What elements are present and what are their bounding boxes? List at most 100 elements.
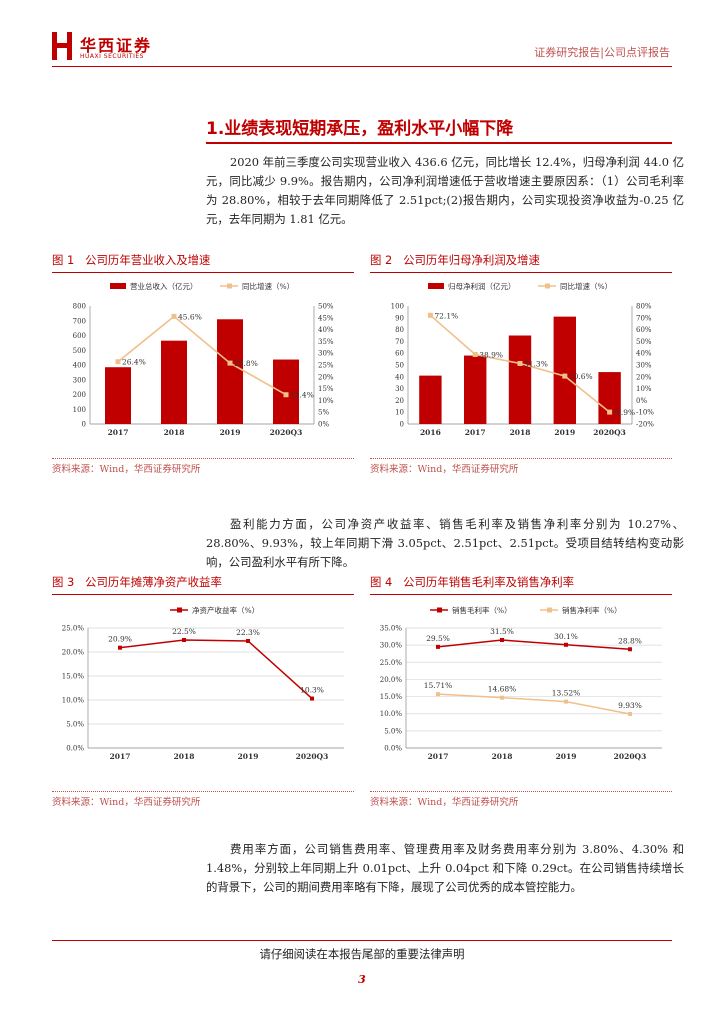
fig2-left-tick: 100 [391, 303, 404, 311]
fig1-right-tick: 30% [318, 350, 334, 358]
fig2-growth-point [427, 312, 433, 318]
fig3-series-point-0 [310, 696, 314, 701]
fig1-right-tick: 40% [318, 326, 334, 334]
fig2-rule [370, 272, 672, 273]
fig2-left-tick: 40 [395, 373, 404, 381]
fig1-left-tick: 500 [73, 347, 86, 355]
fig1-right-tick: 5% [318, 409, 329, 417]
fig2-right-tick: 60% [636, 326, 652, 334]
fig4-source: 资料来源：Wind，华西证券研究所 [370, 797, 519, 808]
fig1-legend-bar-label: 营业总收入（亿元） [130, 281, 198, 291]
fig3-y-tick: 15.0% [62, 673, 85, 681]
fig1-legend-bar-swatch [110, 283, 126, 289]
fig1-title: 图 1 公司历年营业收入及增速 [52, 252, 210, 268]
fig4-series-line-1 [437, 693, 631, 715]
fig4-legend-label-0: 销售毛利率（%） [452, 605, 512, 615]
fig4-series-label-1: 15.71% [424, 681, 453, 690]
fig2-x-tick: 2019 [554, 428, 575, 437]
fig3-series-label-0: 20.9% [108, 635, 132, 644]
fig2-left-tick: 60 [395, 350, 404, 358]
fig2-left-tick: 30 [395, 385, 404, 393]
fig2-right-tick: 40% [636, 350, 652, 358]
fig4-x-tick: 2018 [492, 752, 513, 761]
fig2-growth-label: 38.9% [479, 350, 503, 359]
fig1-chart: 0 100 200 300 400 500 600 700 800 0% 5% 10% 15% 20% 25… [73, 281, 334, 437]
fig1-bar [273, 359, 299, 424]
fig1-growth-point [115, 359, 121, 365]
fig1-x-tick: 2017 [108, 428, 129, 437]
fig2-right-tick: 70% [636, 314, 652, 322]
fig2-growth-point [517, 360, 523, 366]
fig3-x-tick: 2020Q3 [296, 752, 329, 761]
section-title: 1.业绩表现短期承压，盈利水平小幅下降 [206, 119, 514, 139]
fig3-series-point-0 [246, 638, 250, 643]
fig4-y-tick: 30.0% [380, 642, 403, 650]
fig3-series-label-0: 22.3% [236, 628, 260, 637]
fig1-left-tick: 400 [73, 362, 86, 370]
fig3-rule [52, 594, 354, 595]
fig4-series-label-0: 31.5% [490, 627, 514, 636]
fig2-right-tick: 30% [636, 362, 652, 370]
fig4-series-point-1 [628, 711, 632, 716]
fig2-growth-point [562, 373, 568, 379]
fig4-y-tick: 0.0% [384, 745, 402, 753]
fig1-bar [217, 319, 243, 424]
fig3-y-tick: 20.0% [62, 649, 85, 657]
fig1-left-tick: 0 [82, 421, 86, 429]
fig1-right-tick: 25% [318, 362, 334, 370]
fig2-x-tick: 2016 [420, 428, 441, 437]
paragraph-2: 盈利能力方面，公司净资产收益率、销售毛利率及销售净利率分别为 10.27%、28… [206, 517, 684, 569]
fig1-rule [52, 272, 354, 273]
fig4-series-point-1 [436, 692, 440, 697]
fig3-title: 图 3 公司历年摊薄净资产收益率 [52, 574, 222, 590]
fig4-y-tick: 25.0% [380, 659, 403, 667]
fig3-series-point-0 [182, 638, 186, 642]
fig1-right-tick: 15% [318, 385, 334, 393]
fig3-chart: 0.0% 5.0% 10.0% 15.0% 20.0% 25.0% 20.9% 22.5% 22… [62, 605, 344, 761]
fig4-x-tick: 2020Q3 [614, 752, 647, 761]
fig2-bar [553, 316, 576, 424]
fig1-left-tick: 100 [73, 406, 86, 414]
fig1-x-tick: 2018 [164, 428, 185, 437]
fig2-legend-bar-label: 归母净利润（亿元） [448, 281, 516, 291]
huaxi-logo-icon [52, 32, 72, 60]
fig4-label: 图 4 [370, 575, 393, 589]
fig4-x-tick: 2017 [428, 752, 449, 761]
fig4-x-tick: 2019 [556, 752, 577, 761]
footer-notice: 请仔细阅读在本报告尾部的重要法律声明 [259, 947, 465, 961]
fig4-title-text: 公司历年销售毛利率及销售净利率 [403, 575, 575, 589]
fig2-bar [464, 355, 487, 424]
fig4-series-point-0 [500, 638, 504, 642]
fig2-label: 图 2 [370, 253, 393, 267]
fig2-legend-marker-0 [545, 283, 550, 289]
paragraph-3: 费用率方面，公司销售费用率、管理费用率及财务费用率分别为 3.80%、4.30%… [206, 842, 684, 894]
fig1-legend-label-0: 同比增速（%） [242, 281, 294, 291]
fig2-right-tick: 50% [636, 338, 652, 346]
fig4-series-point-1 [564, 699, 568, 704]
fig1-growth-point [171, 313, 177, 319]
fig4-series-point-1 [500, 695, 504, 700]
fig2-growth-label: 72.1% [434, 311, 458, 320]
section-rule [206, 142, 672, 144]
fig4-title: 图 4 公司历年销售毛利率及销售净利率 [370, 574, 574, 590]
fig2-right-tick: -10% [636, 409, 654, 417]
fig2-growth-point [472, 351, 478, 357]
fig1-left-tick: 600 [73, 332, 86, 340]
page-number: 3 [358, 973, 366, 986]
fig1-growth-label: 12.4% [290, 391, 314, 400]
fig3-label: 图 3 [52, 575, 75, 589]
fig4-series-label-1: 14.68% [488, 685, 517, 694]
logo-chinese: 华西证券 [80, 36, 153, 55]
fig2-x-tick: 2018 [510, 428, 531, 437]
fig2-right-tick: -20% [636, 421, 654, 429]
fig2-left-tick: 0 [400, 421, 404, 429]
fig1-growth-label: 26.4% [122, 358, 146, 367]
fig2-right-tick: 10% [636, 385, 652, 393]
fig2-left-tick: 70 [395, 338, 404, 346]
fig3-x-tick: 2018 [174, 752, 195, 761]
fig4-series-label-0: 28.8% [618, 636, 642, 645]
fig1-title-text: 公司历年营业收入及增速 [85, 253, 211, 267]
fig3-x-tick: 2017 [110, 752, 131, 761]
fig4-rule [370, 594, 672, 595]
fig1-right-tick: 10% [318, 397, 334, 405]
